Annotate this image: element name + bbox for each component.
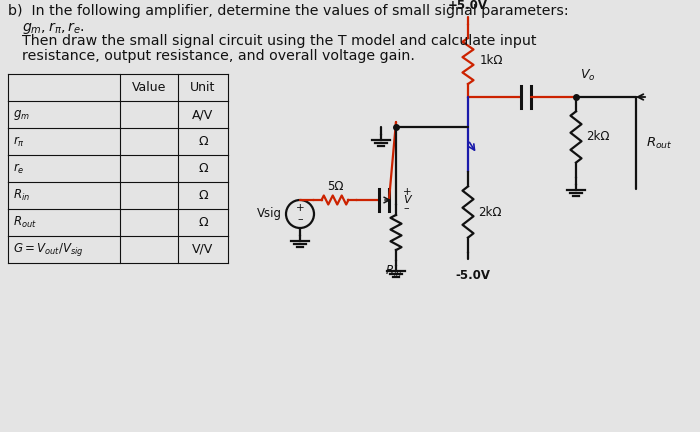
- Text: $g_m$: $g_m$: [13, 108, 30, 121]
- Text: b)  In the following amplifier, determine the values of small signal parameters:: b) In the following amplifier, determine…: [8, 4, 568, 18]
- Text: $R_{in}$: $R_{in}$: [13, 188, 30, 203]
- Text: 1kΩ: 1kΩ: [480, 54, 503, 67]
- Text: +5.0V: +5.0V: [448, 0, 488, 12]
- Text: Unit: Unit: [190, 81, 216, 94]
- Text: $g_m, r_{\pi}, r_e.$: $g_m, r_{\pi}, r_e.$: [22, 20, 85, 36]
- Text: +: +: [295, 203, 304, 213]
- Text: $G = V_{out}/V_{sig}$: $G = V_{out}/V_{sig}$: [13, 241, 84, 258]
- Text: resistance, output resistance, and overall voltage gain.: resistance, output resistance, and overa…: [22, 49, 415, 63]
- Text: $V_o$: $V_o$: [580, 68, 596, 83]
- Text: A/V: A/V: [193, 108, 214, 121]
- Text: Ω: Ω: [198, 189, 208, 202]
- Text: 2kΩ: 2kΩ: [586, 130, 610, 143]
- Text: Then draw the small signal circuit using the T model and calculate input: Then draw the small signal circuit using…: [22, 34, 536, 48]
- Text: V: V: [403, 195, 411, 205]
- Text: Vsig: Vsig: [257, 207, 282, 220]
- Text: -5.0V: -5.0V: [456, 269, 491, 282]
- Text: Value: Value: [132, 81, 166, 94]
- Text: V/V: V/V: [193, 243, 214, 256]
- Text: 5Ω: 5Ω: [327, 180, 343, 193]
- Text: $r_{\pi}$: $r_{\pi}$: [13, 134, 25, 149]
- Text: $R_{in}$: $R_{in}$: [386, 264, 402, 279]
- Text: $r_e$: $r_e$: [13, 162, 24, 175]
- Text: Ω: Ω: [198, 216, 208, 229]
- Text: –: –: [403, 203, 409, 213]
- Text: Ω: Ω: [198, 135, 208, 148]
- Text: $R_{out}$: $R_{out}$: [13, 215, 37, 230]
- Text: 2kΩ: 2kΩ: [478, 206, 501, 219]
- Text: Ω: Ω: [198, 162, 208, 175]
- Text: –: –: [298, 214, 303, 224]
- Text: $R_{out}$: $R_{out}$: [646, 136, 673, 150]
- Text: +: +: [403, 187, 412, 197]
